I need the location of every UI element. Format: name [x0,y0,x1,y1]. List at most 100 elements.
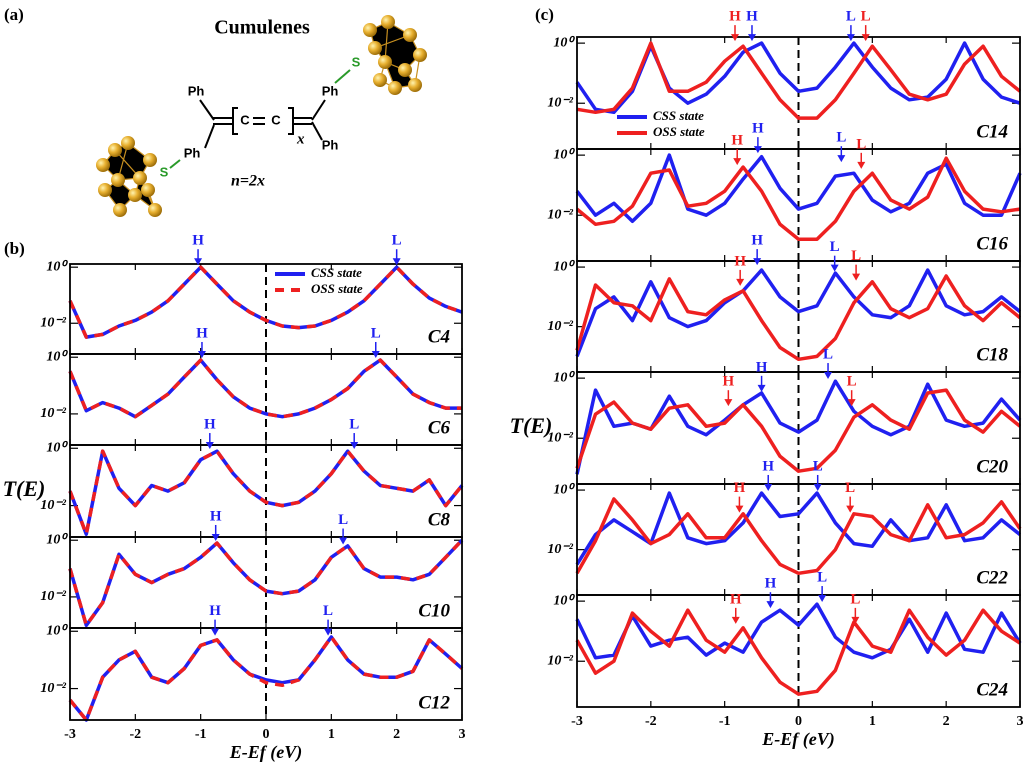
y-tick-label: 10⁰ [553,147,575,162]
arrow-head [350,442,359,450]
panel-name: C14 [976,121,1008,142]
panel: 10⁰ 10⁻² C6 H L [40,325,463,446]
plot-frame [69,627,463,721]
molecule: Cumulenes Ph Ph Ph Ph S [96,15,427,217]
series-line [575,497,1022,576]
panel-name: C12 [418,692,450,713]
arrow-head [724,399,733,407]
arrow-head [371,350,380,358]
y-axis-label: T(E) [510,413,553,438]
y-tick-label: 10⁰ [553,370,575,385]
arrow-head [764,483,773,491]
panel: 10⁰ 10⁻² C8 H L T(E) [3,416,464,538]
x-tick-label: 0 [263,727,270,742]
panel-name: C6 [428,417,451,438]
panel: 10⁰ 10⁻² C10 H L [40,508,464,629]
y-tick-label: 10⁰ [553,482,575,497]
y-tick-label: 10⁻² [547,542,573,557]
formula: n=2x [231,173,265,190]
marker-label: H [756,359,768,375]
marker-label: L [836,130,846,146]
panel: 10⁰ 10⁻² C18 H L H L [547,233,1022,373]
series-line [575,156,1021,241]
arrow-head [194,258,203,266]
x-axis-label: E-Ef (eV) [229,742,302,763]
panel-name: C4 [428,326,450,347]
arrow-head [211,628,220,636]
panel-label: (a) [4,5,24,24]
arrow-head [197,350,206,358]
arrow-head [846,505,855,513]
arrow-head [205,442,214,450]
series-line [575,274,1022,362]
arrow-head [753,258,762,266]
x-tick-label: -3 [571,714,583,729]
arrow-head [324,628,333,636]
panel-name: C20 [976,456,1008,477]
arrow-head [851,616,860,624]
arrow-head [818,595,827,603]
y-tick-label: 10⁻² [547,430,573,445]
arrow-head [735,505,744,513]
legend-label: OSS state [653,124,705,139]
y-tick-label: 10⁻² [40,315,66,330]
marker-label: L [349,416,359,432]
panel: 10⁰ 10⁻² C16 H L H L [547,121,1022,262]
marker-label: H [196,325,208,341]
series-line [68,265,463,339]
marker-label: H [762,458,774,474]
y-tick-label: 10⁻² [547,95,573,110]
y-tick-label: 10⁰ [46,440,68,455]
panel-name: C22 [976,567,1008,588]
marker-label: H [209,603,221,619]
arrow-head [857,161,866,169]
y-axis-label: T(E) [3,476,46,501]
legend-label: CSS state [311,265,362,280]
marker-label: L [338,512,348,528]
marker-label: H [210,508,222,524]
arrow-head [861,34,870,42]
panel-label: (b) [4,239,25,258]
panel: 10⁰ 10⁻² C20 H L H L T(E) [510,346,1022,485]
plot-frame [576,594,1021,708]
x-tick-label: -1 [195,727,207,742]
legend-label: CSS state [653,108,704,123]
marker-label: L [850,591,860,607]
x-tick-label: 3 [1017,714,1024,729]
y-tick-label: 10⁻² [547,653,573,668]
arrow-head [766,601,775,609]
y-tick-label: 10⁻² [40,681,66,696]
marker-label: L [856,136,866,152]
arrow-head [753,146,762,154]
arrow-head [837,155,846,163]
x-tick-label: 0 [795,714,802,729]
marker-label: L [851,248,861,264]
series-line [68,358,462,419]
y-tick-label: 10⁰ [46,623,68,638]
arrow-head [830,264,839,272]
group-label: Ph [322,137,339,152]
marker-label: L [847,374,857,390]
sulfur-label: S [352,54,361,69]
y-tick-label: 10⁰ [46,259,68,274]
marker-label: H [192,233,204,249]
group-label: Ph [322,83,339,98]
arrow-head [731,34,740,42]
x-tick-label: 1 [869,714,876,729]
marker-label: L [371,325,381,341]
series-line [68,538,464,628]
arrow-head [824,372,833,380]
marker-label: H [731,133,743,149]
panel-name: C10 [418,600,450,621]
molecule-title: Cumulenes [214,17,310,39]
marker-label: H [204,416,216,432]
group-label: Ph [184,145,201,160]
x-tick-label: 2 [943,714,950,729]
marker-label: L [813,458,823,474]
series-line [68,635,464,722]
y-tick-label: 10⁰ [553,35,575,50]
panel: -3 -2 -1 0 1 2 3 10⁰ 10⁻² C24 H L H L E-Ef (eV) [547,569,1023,750]
marker-label: H [734,253,746,269]
